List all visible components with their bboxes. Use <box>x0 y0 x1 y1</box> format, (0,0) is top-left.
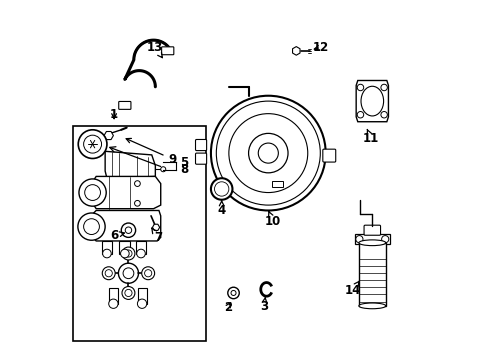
Bar <box>136 241 147 253</box>
Circle shape <box>248 134 288 173</box>
Circle shape <box>211 96 326 211</box>
Circle shape <box>381 112 388 118</box>
Circle shape <box>102 249 111 258</box>
Circle shape <box>105 270 112 277</box>
Text: 3: 3 <box>260 297 268 313</box>
Circle shape <box>229 114 308 193</box>
Ellipse shape <box>361 86 384 116</box>
Circle shape <box>231 291 236 296</box>
Text: 4: 4 <box>218 201 226 217</box>
FancyBboxPatch shape <box>323 149 336 162</box>
Bar <box>359 243 386 306</box>
Polygon shape <box>356 81 389 122</box>
Circle shape <box>121 249 129 258</box>
Circle shape <box>228 287 239 299</box>
FancyBboxPatch shape <box>119 102 131 109</box>
Text: 2: 2 <box>224 301 232 314</box>
Text: 1: 1 <box>110 108 118 121</box>
Circle shape <box>382 235 389 243</box>
Polygon shape <box>93 211 161 241</box>
Circle shape <box>78 130 107 158</box>
Polygon shape <box>93 176 161 209</box>
Text: 5: 5 <box>180 156 189 168</box>
Bar <box>101 241 112 253</box>
Circle shape <box>79 179 106 206</box>
Text: 11: 11 <box>363 129 379 145</box>
FancyBboxPatch shape <box>196 139 207 150</box>
Circle shape <box>109 299 118 309</box>
Circle shape <box>123 268 134 279</box>
Circle shape <box>119 263 139 283</box>
Circle shape <box>357 84 364 91</box>
Bar <box>272 181 283 187</box>
Text: 10: 10 <box>265 212 281 228</box>
Circle shape <box>125 227 132 233</box>
Bar <box>109 288 118 304</box>
Circle shape <box>161 167 166 172</box>
Bar <box>355 234 390 244</box>
Circle shape <box>78 213 105 240</box>
Text: 14: 14 <box>344 281 361 297</box>
Text: 7: 7 <box>151 228 162 244</box>
Circle shape <box>125 250 132 257</box>
Circle shape <box>85 185 100 201</box>
Circle shape <box>356 235 363 243</box>
Circle shape <box>122 287 135 300</box>
Text: 9: 9 <box>126 138 177 166</box>
Ellipse shape <box>359 240 386 246</box>
Circle shape <box>122 247 135 260</box>
Circle shape <box>84 219 99 234</box>
Circle shape <box>122 223 136 237</box>
Text: 8: 8 <box>180 163 189 176</box>
Circle shape <box>211 178 232 200</box>
Bar <box>138 288 147 304</box>
Circle shape <box>84 135 101 153</box>
Circle shape <box>135 181 140 186</box>
Bar <box>73 126 205 341</box>
Circle shape <box>137 249 146 258</box>
Text: 12: 12 <box>313 41 329 54</box>
Circle shape <box>381 84 388 91</box>
Circle shape <box>125 289 132 297</box>
Circle shape <box>258 143 278 163</box>
Ellipse shape <box>359 303 386 309</box>
Circle shape <box>135 201 140 206</box>
Circle shape <box>357 112 364 118</box>
FancyBboxPatch shape <box>196 153 207 164</box>
Text: 6: 6 <box>110 229 124 242</box>
Circle shape <box>137 299 147 309</box>
Circle shape <box>142 267 155 280</box>
Circle shape <box>102 267 115 280</box>
Bar <box>120 241 130 253</box>
Circle shape <box>145 270 152 277</box>
Text: 13: 13 <box>147 41 163 58</box>
Polygon shape <box>105 151 155 178</box>
FancyBboxPatch shape <box>364 225 381 235</box>
FancyBboxPatch shape <box>162 47 174 55</box>
Circle shape <box>215 182 229 196</box>
Circle shape <box>216 101 320 205</box>
